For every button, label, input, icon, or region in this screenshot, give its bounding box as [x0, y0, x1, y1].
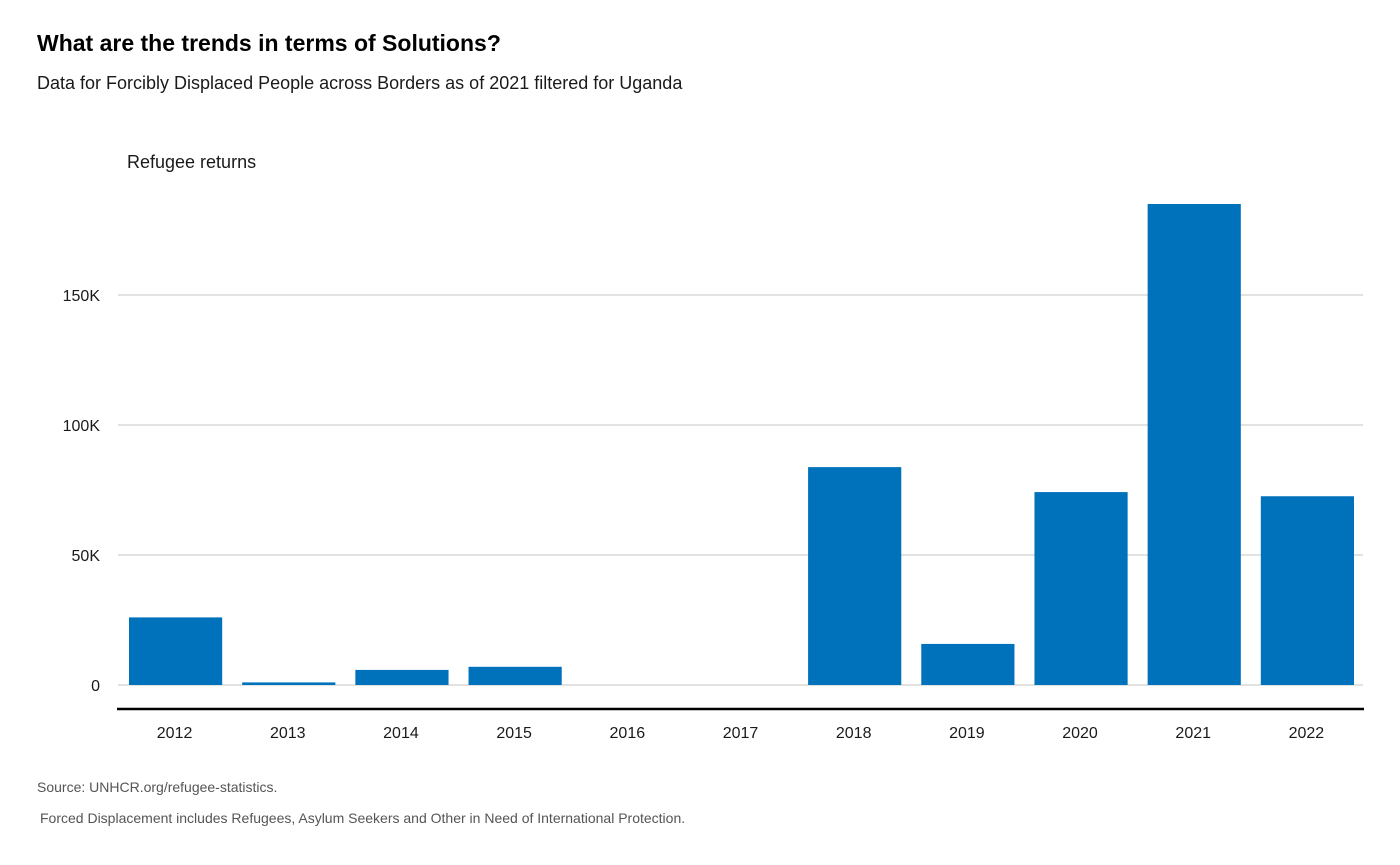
y-tick-label: 100K — [63, 418, 101, 435]
x-tick-label: 2017 — [723, 725, 759, 742]
x-tick-label: 2019 — [949, 725, 985, 742]
x-tick-label: 2012 — [157, 725, 193, 742]
y-tick-label: 0 — [91, 678, 100, 695]
y-tick-label: 50K — [72, 548, 101, 565]
footnote: Forced Displacement includes Refugees, A… — [40, 810, 686, 826]
bar-2021 — [1147, 204, 1241, 685]
chart-subtitle: Data for Forcibly Displaced People acros… — [37, 73, 683, 93]
bars — [129, 204, 1354, 685]
x-tick-label: 2022 — [1289, 725, 1325, 742]
bar-2012 — [129, 617, 223, 685]
x-tick-label: 2018 — [836, 725, 872, 742]
bar-2015 — [468, 666, 562, 685]
x-tick-label: 2020 — [1062, 725, 1098, 742]
x-tick-label: 2016 — [610, 725, 646, 742]
x-tick-label: 2015 — [496, 725, 532, 742]
y-axis-label: Refugee returns — [127, 152, 256, 172]
bar-2019 — [921, 643, 1015, 685]
x-axis-ticks: 2012 2013 2014 2015 2016 2017 2018 2019 2020 2021… — [157, 725, 1325, 742]
x-tick-label: 2014 — [383, 725, 419, 742]
bar-2020 — [1034, 492, 1128, 685]
y-tick-label: 150K — [63, 288, 101, 305]
source-note: Source: UNHCR.org/refugee-statistics. — [37, 779, 278, 795]
x-tick-label: 2013 — [270, 725, 306, 742]
bar-2022 — [1260, 496, 1354, 685]
chart-title: What are the trends in terms of Solution… — [37, 30, 501, 56]
x-tick-label: 2021 — [1175, 725, 1211, 742]
bar-2014 — [355, 669, 449, 685]
bar-2013 — [242, 682, 336, 685]
y-axis-ticks: 0 50K 100K 150K — [63, 288, 101, 695]
bar-2018 — [808, 467, 902, 685]
